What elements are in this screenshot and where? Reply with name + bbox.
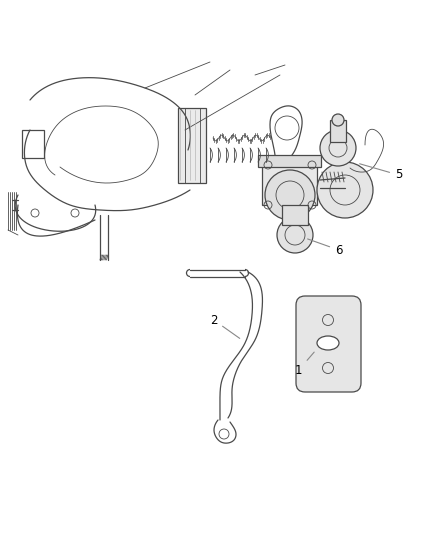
Bar — [330, 120, 346, 142]
Text: 5: 5 — [360, 164, 403, 182]
Circle shape — [277, 217, 313, 253]
Text: 2: 2 — [210, 313, 240, 338]
Circle shape — [332, 114, 344, 126]
Bar — [282, 205, 308, 225]
FancyBboxPatch shape — [296, 296, 361, 392]
Bar — [262, 165, 317, 205]
Ellipse shape — [317, 336, 339, 350]
Circle shape — [320, 130, 356, 166]
Bar — [178, 108, 206, 183]
Text: 6: 6 — [307, 239, 343, 256]
Circle shape — [317, 162, 373, 218]
Circle shape — [265, 170, 315, 220]
Bar — [258, 155, 321, 167]
Text: 1: 1 — [295, 352, 314, 376]
Bar — [22, 130, 44, 158]
